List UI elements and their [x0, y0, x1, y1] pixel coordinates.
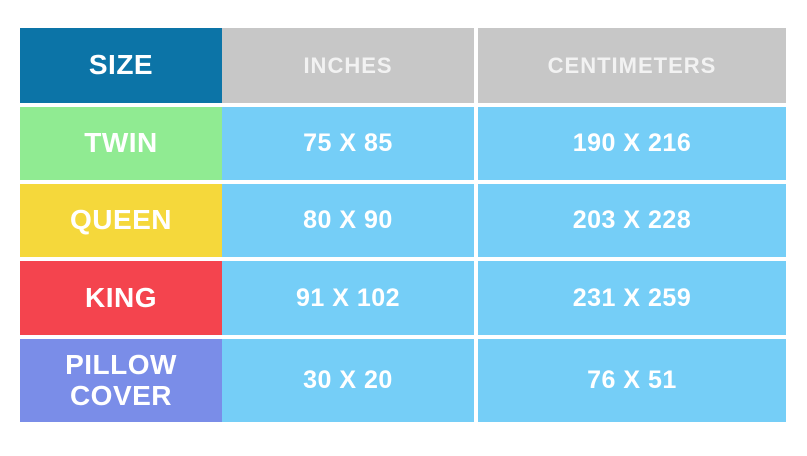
inches-cell-queen: 80 X 90 [222, 184, 474, 257]
size-cell-twin: TWIN [20, 107, 222, 180]
centimeters-cell-pillow-cover: 76 X 51 [474, 339, 786, 422]
size-cell-king: KING [20, 261, 222, 335]
inches-cell-king: 91 X 102 [222, 261, 474, 335]
inches-cell-pillow-cover: 30 X 20 [222, 339, 474, 422]
inches-cell-twin: 75 X 85 [222, 107, 474, 180]
header-size: SIZE [20, 28, 222, 103]
header-inches: INCHES [222, 28, 474, 103]
size-cell-queen: QUEEN [20, 184, 222, 257]
centimeters-cell-king: 231 X 259 [474, 261, 786, 335]
centimeters-cell-queen: 203 X 228 [474, 184, 786, 257]
centimeters-cell-twin: 190 X 216 [474, 107, 786, 180]
size-conversion-table: SIZE INCHES CENTIMETERS TWIN 75 X 85 190… [20, 28, 786, 422]
size-cell-pillow-cover: PILLOW COVER [20, 339, 222, 422]
header-centimeters: CENTIMETERS [474, 28, 786, 103]
